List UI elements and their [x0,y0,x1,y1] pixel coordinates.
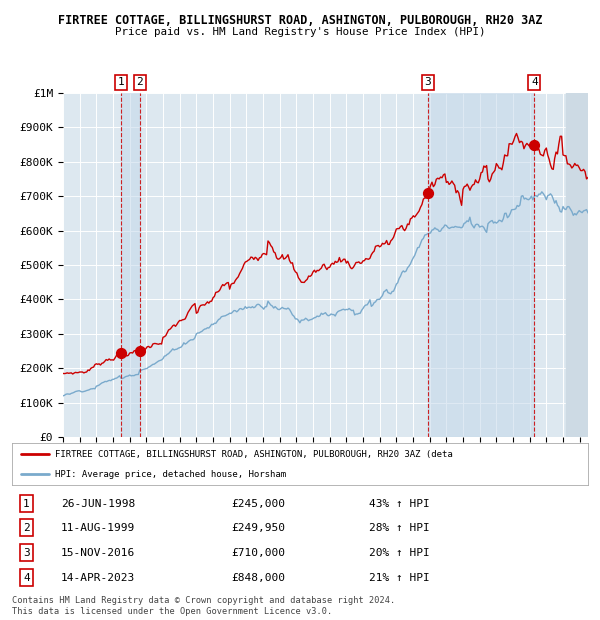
Text: FIRTREE COTTAGE, BILLINGSHURST ROAD, ASHINGTON, PULBOROUGH, RH20 3AZ (deta: FIRTREE COTTAGE, BILLINGSHURST ROAD, ASH… [55,450,453,459]
Text: 28% ↑ HPI: 28% ↑ HPI [369,523,430,533]
Text: £710,000: £710,000 [231,547,285,557]
Text: 20% ↑ HPI: 20% ↑ HPI [369,547,430,557]
Text: 3: 3 [424,78,431,87]
Text: £249,950: £249,950 [231,523,285,533]
Text: HPI: Average price, detached house, Horsham: HPI: Average price, detached house, Hors… [55,470,286,479]
Point [135,346,145,356]
Text: 2: 2 [23,523,30,533]
Point [423,188,433,198]
Text: 14-APR-2023: 14-APR-2023 [61,572,135,583]
Text: Contains HM Land Registry data © Crown copyright and database right 2024.
This d: Contains HM Land Registry data © Crown c… [12,596,395,616]
Text: 3: 3 [23,547,30,557]
Text: Price paid vs. HM Land Registry's House Price Index (HPI): Price paid vs. HM Land Registry's House … [115,27,485,37]
Text: 4: 4 [23,572,30,583]
Text: 11-AUG-1999: 11-AUG-1999 [61,523,135,533]
Text: 4: 4 [531,78,538,87]
Bar [566,93,588,437]
Text: 2: 2 [136,78,143,87]
Text: 43% ↑ HPI: 43% ↑ HPI [369,498,430,508]
Point [116,348,126,358]
Bar [428,93,535,437]
Bar [121,93,140,437]
Point [530,140,539,150]
Text: FIRTREE COTTAGE, BILLINGSHURST ROAD, ASHINGTON, PULBOROUGH, RH20 3AZ: FIRTREE COTTAGE, BILLINGSHURST ROAD, ASH… [58,14,542,27]
Text: 21% ↑ HPI: 21% ↑ HPI [369,572,430,583]
Text: £848,000: £848,000 [231,572,285,583]
Text: 1: 1 [23,498,30,508]
Text: 26-JUN-1998: 26-JUN-1998 [61,498,135,508]
Text: £245,000: £245,000 [231,498,285,508]
Text: 1: 1 [118,78,124,87]
Text: 15-NOV-2016: 15-NOV-2016 [61,547,135,557]
